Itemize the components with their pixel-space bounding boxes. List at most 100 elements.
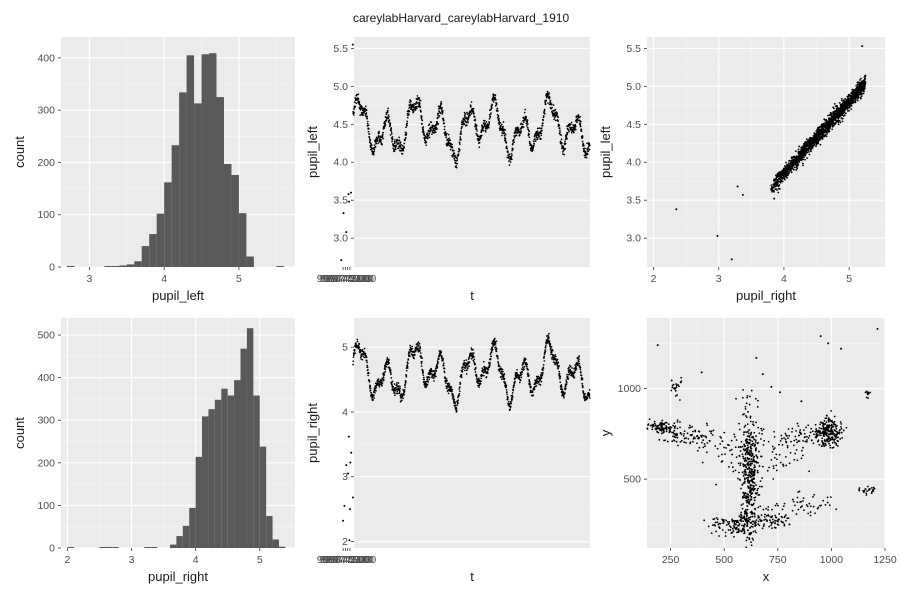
data-point xyxy=(856,89,859,92)
data-point xyxy=(810,141,813,144)
data-point xyxy=(812,141,815,144)
data-point xyxy=(484,130,487,133)
data-point xyxy=(422,371,424,374)
data-point xyxy=(445,132,448,135)
data-point xyxy=(506,391,508,394)
data-point xyxy=(843,114,846,117)
data-point xyxy=(541,369,544,372)
data-point xyxy=(468,361,471,363)
data-point xyxy=(815,145,817,148)
data-point xyxy=(473,112,475,115)
data-point xyxy=(550,350,553,353)
data-point xyxy=(658,427,661,430)
data-point xyxy=(503,373,506,375)
histogram-bar xyxy=(195,456,203,548)
data-point xyxy=(796,160,798,163)
data-point xyxy=(425,141,428,144)
data-point xyxy=(841,106,844,109)
data-point xyxy=(856,83,859,86)
data-point xyxy=(847,109,849,112)
chart-panel-5: 9987400009987425009987450009987475002345… xyxy=(305,318,591,584)
data-point xyxy=(407,362,409,365)
data-point xyxy=(554,353,557,356)
data-point xyxy=(795,163,798,166)
data-point xyxy=(558,127,561,129)
y-tick-label: 5.5 xyxy=(333,43,348,55)
data-point xyxy=(804,140,807,143)
data-point xyxy=(388,362,391,364)
data-point xyxy=(480,380,482,383)
data-point xyxy=(351,43,354,46)
data-point xyxy=(348,539,351,542)
data-point xyxy=(820,136,823,139)
data-point xyxy=(819,134,821,137)
data-point xyxy=(582,385,584,388)
data-point xyxy=(542,367,545,370)
data-point xyxy=(447,133,450,136)
data-point xyxy=(804,152,807,155)
data-point xyxy=(564,392,566,395)
data-point xyxy=(490,112,492,114)
data-point xyxy=(460,373,463,376)
data-point xyxy=(423,132,425,134)
data-point xyxy=(386,111,389,113)
data-point xyxy=(356,340,359,343)
data-point xyxy=(458,150,460,153)
data-point xyxy=(425,386,427,389)
data-point xyxy=(393,140,396,143)
data-point xyxy=(508,164,511,166)
data-point xyxy=(491,107,493,109)
data-point xyxy=(390,129,393,132)
data-point xyxy=(819,132,822,135)
data-point xyxy=(410,108,413,110)
data-point xyxy=(384,125,386,128)
data-point xyxy=(853,101,856,103)
data-point xyxy=(543,360,546,362)
data-point xyxy=(824,133,827,136)
y-tick-label: 400 xyxy=(37,372,55,384)
data-point xyxy=(585,156,588,159)
histogram-bar xyxy=(231,175,239,267)
chart-panel-3: 2 3 4 53.03.54.04.55.05.5pupil_rightpupil_l… xyxy=(598,37,885,303)
data-point xyxy=(562,149,565,152)
data-point xyxy=(412,110,415,113)
data-point xyxy=(460,130,462,132)
data-point xyxy=(549,99,552,102)
data-point xyxy=(557,116,559,119)
data-point xyxy=(417,344,420,347)
data-point xyxy=(422,376,425,379)
data-point xyxy=(802,156,805,159)
data-point xyxy=(834,117,837,120)
data-point xyxy=(394,394,396,397)
data-point xyxy=(526,365,528,368)
data-point xyxy=(523,111,526,114)
data-point xyxy=(488,366,491,368)
data-point xyxy=(845,99,848,102)
data-point xyxy=(839,121,842,124)
data-point xyxy=(435,126,438,129)
data-point xyxy=(785,171,788,174)
data-point xyxy=(445,387,448,390)
x-tick-label: 998742500 xyxy=(321,273,374,285)
data-point xyxy=(787,172,790,175)
data-point xyxy=(829,121,832,124)
data-point xyxy=(785,175,787,178)
data-point xyxy=(857,96,860,99)
data-point xyxy=(483,366,486,369)
data-point xyxy=(498,117,500,120)
data-point xyxy=(562,145,565,148)
data-point xyxy=(372,399,375,401)
data-point xyxy=(827,120,830,123)
data-point xyxy=(420,117,423,120)
data-point xyxy=(444,131,447,133)
data-point xyxy=(782,171,785,174)
data-point xyxy=(565,383,568,385)
data-point xyxy=(378,132,380,135)
data-point xyxy=(385,365,388,368)
data-point xyxy=(565,381,568,384)
data-point xyxy=(864,81,867,84)
data-point xyxy=(570,370,573,373)
data-point xyxy=(504,133,507,136)
data-point xyxy=(785,164,788,167)
data-point xyxy=(413,103,416,105)
